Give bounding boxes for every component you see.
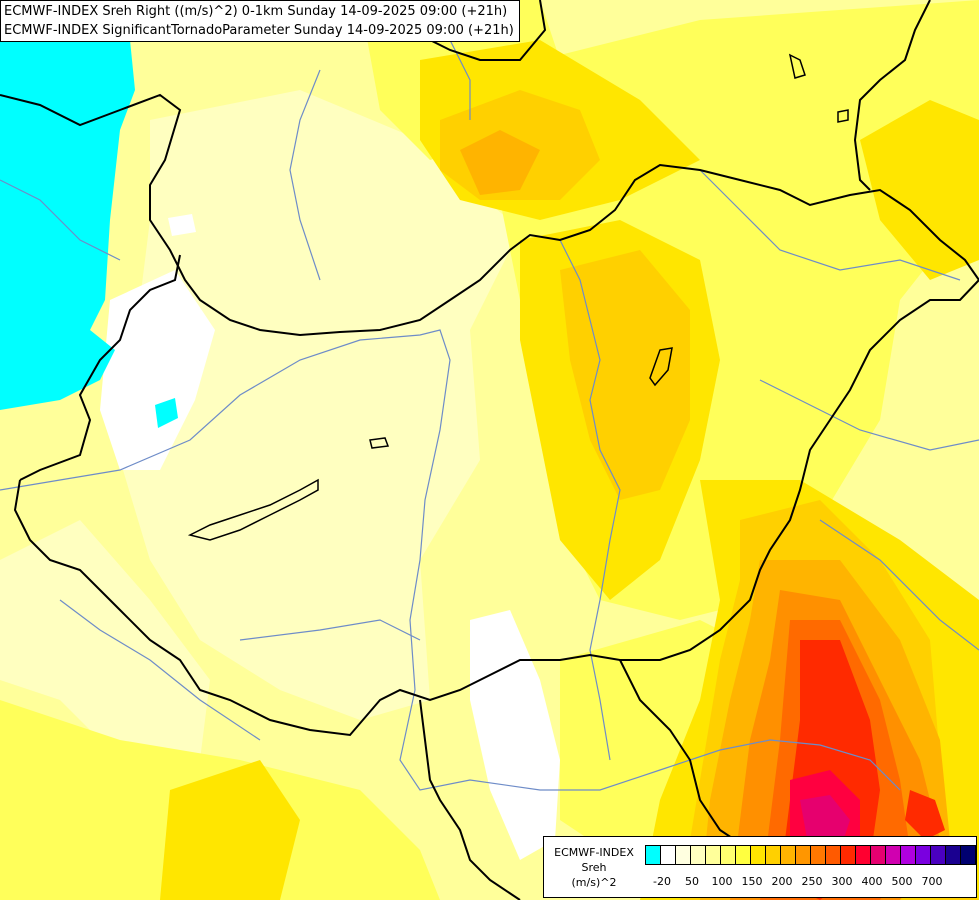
legend-swatch xyxy=(780,845,796,865)
legend-swatch xyxy=(795,845,811,865)
title-line-2: ECMWF-INDEX SignificantTornadoParameter … xyxy=(4,23,514,38)
river-se-1 xyxy=(819,519,979,651)
legend-swatch xyxy=(720,845,736,865)
border-south-1 xyxy=(419,699,521,900)
legend-swatch xyxy=(870,845,886,865)
legend-color-scale xyxy=(645,845,976,865)
legend-tick: 250 xyxy=(801,875,823,888)
legend-swatch xyxy=(705,845,721,865)
field-white-south xyxy=(470,610,560,860)
field-orange-yellow-north xyxy=(460,130,540,195)
river-sw-1 xyxy=(59,599,261,741)
legend-swatch xyxy=(945,845,961,865)
rivers xyxy=(0,0,979,791)
lakes xyxy=(187,53,849,541)
legend-swatch xyxy=(900,845,916,865)
legend-tick: 300 xyxy=(831,875,853,888)
border-ne xyxy=(853,0,931,191)
legend-swatch xyxy=(915,845,931,865)
legend-tick: -20 xyxy=(653,875,671,888)
lake-small-2 xyxy=(649,347,673,387)
river-south-1 xyxy=(239,619,421,641)
legend-tick: 200 xyxy=(771,875,793,888)
border-north xyxy=(0,93,979,337)
legend-tick-labels: -20 50 100 150 200 250 300 400 500 700 xyxy=(645,875,975,891)
legend-tick: 150 xyxy=(741,875,763,888)
legend-tick: 400 xyxy=(861,875,883,888)
legend-swatch xyxy=(810,845,826,865)
lake-balaton xyxy=(187,478,319,541)
river-east-2 xyxy=(759,379,979,451)
field-bright-sw xyxy=(160,760,300,900)
field-white-west xyxy=(100,270,215,470)
field-cyan-nw xyxy=(0,40,135,410)
border-nw xyxy=(19,254,181,481)
legend-swatch xyxy=(675,845,691,865)
legend-swatch xyxy=(960,845,976,865)
legend-swatch xyxy=(645,845,661,865)
lake-small-1 xyxy=(369,437,390,449)
legend-swatch xyxy=(660,845,676,865)
legend-swatch xyxy=(885,845,901,865)
legend-title: ECMWF-INDEX Sreh (m/s)^2 xyxy=(548,845,640,890)
legend-swatch xyxy=(840,845,856,865)
field-gold-center xyxy=(560,250,690,500)
river-east-1 xyxy=(699,169,961,281)
legend-swatch xyxy=(825,845,841,865)
field-pale-southwest xyxy=(0,520,210,760)
river-west-1 xyxy=(0,179,121,261)
legend-title-line-1: ECMWF-INDEX xyxy=(554,846,634,859)
map-title: ECMWF-INDEX Sreh Right ((m/s)^2) 0-1km S… xyxy=(0,0,520,42)
border-north-top xyxy=(429,0,547,61)
legend-swatch xyxy=(690,845,706,865)
field-bright-ne xyxy=(860,100,979,280)
legend-swatch xyxy=(765,845,781,865)
field-cyan-lake xyxy=(155,398,178,428)
title-line-1: ECMWF-INDEX Sreh Right ((m/s)^2) 0-1km S… xyxy=(4,4,508,19)
lake-small-3 xyxy=(788,53,806,79)
legend-swatch xyxy=(855,845,871,865)
field-red-se2 xyxy=(905,790,945,840)
field-white-small xyxy=(168,214,196,236)
lake-small-4 xyxy=(837,109,849,123)
legend-tick: 50 xyxy=(685,875,699,888)
legend-tick: 100 xyxy=(711,875,733,888)
legend-tick: 500 xyxy=(891,875,913,888)
river-tisza xyxy=(559,239,621,761)
legend-swatch xyxy=(750,845,766,865)
legend: ECMWF-INDEX Sreh (m/s)^2 -20 50 100 150 200 2… xyxy=(543,836,977,898)
river-danube xyxy=(0,329,901,791)
river-north-2 xyxy=(289,69,321,281)
legend-title-line-3: (m/s)^2 xyxy=(571,876,617,889)
legend-swatch xyxy=(930,845,946,865)
legend-tick: 700 xyxy=(921,875,943,888)
legend-title-line-2: Sreh xyxy=(581,861,607,874)
legend-swatch xyxy=(735,845,751,865)
border-east xyxy=(13,279,979,737)
